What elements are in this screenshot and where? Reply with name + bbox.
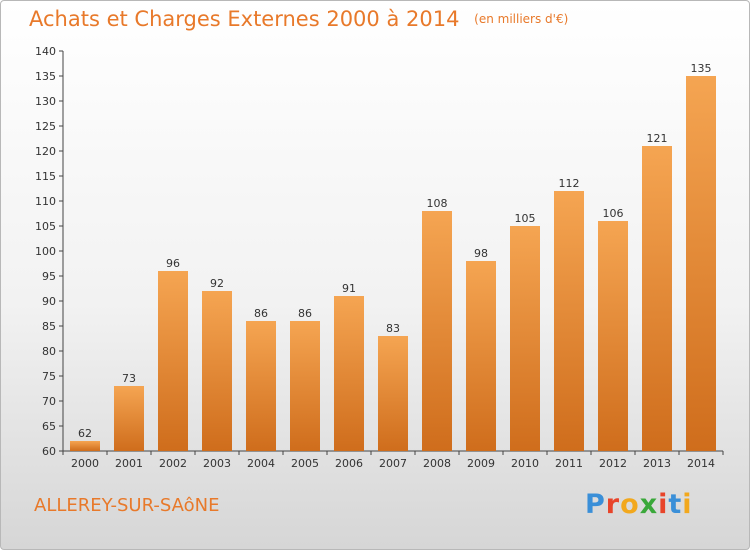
- x-tick-label: 2013: [643, 457, 671, 470]
- x-tick-label: 2007: [379, 457, 407, 470]
- logo-letter: i: [658, 489, 669, 520]
- y-tick-label: 110: [35, 195, 56, 208]
- data-label: 73: [122, 372, 136, 385]
- y-tick-label: 65: [42, 420, 56, 433]
- logo-letter: x: [639, 489, 659, 520]
- y-tick-label: 70: [42, 395, 56, 408]
- y-tick-label: 75: [42, 370, 56, 383]
- logo-letter: o: [620, 489, 640, 520]
- bar: [246, 321, 276, 451]
- data-label: 121: [647, 132, 668, 145]
- data-label: 112: [559, 177, 580, 190]
- data-label: 105: [515, 212, 536, 225]
- data-label: 106: [603, 207, 624, 220]
- bar: [422, 211, 452, 451]
- chart-title: Achats et Charges Externes 2000 à 2014 (…: [29, 7, 568, 31]
- data-label: 135: [691, 62, 712, 75]
- bar: [466, 261, 496, 451]
- y-tick-label: 80: [42, 345, 56, 358]
- y-tick-label: 140: [35, 45, 56, 58]
- y-tick-label: 95: [42, 270, 56, 283]
- x-tick-label: 2012: [599, 457, 627, 470]
- data-label: 83: [386, 322, 400, 335]
- logo-letter: t: [668, 489, 683, 520]
- data-label: 86: [298, 307, 312, 320]
- bar: [510, 226, 540, 451]
- axes: 60 65 70 75 80 85 90 95 100 105 110 115 120 125 130 135…: [35, 45, 724, 470]
- x-tick-label: 2000: [71, 457, 99, 470]
- data-label: 62: [78, 427, 92, 440]
- place-name: ALLEREY-SUR-SAôNE: [34, 495, 220, 516]
- x-tick-label: 2006: [335, 457, 363, 470]
- logo-letter: i: [682, 489, 693, 520]
- x-tick-label: 2011: [555, 457, 583, 470]
- x-tick-label: 2003: [203, 457, 231, 470]
- data-labels: 62 73 96 92 86 86 91 83 108 98 105 112 106 121 135: [78, 62, 712, 440]
- y-tick-label: 100: [35, 245, 56, 258]
- y-tick-label: 120: [35, 145, 56, 158]
- bar: [202, 291, 232, 451]
- data-label: 92: [210, 277, 224, 290]
- x-tick-label: 2009: [467, 457, 495, 470]
- chart-unit: (en milliers d'€): [474, 12, 569, 26]
- chart-title-text: Achats et Charges Externes 2000 à 2014: [29, 7, 460, 31]
- bar: [554, 191, 584, 451]
- bar: [70, 441, 100, 451]
- proxiti-logo: Proxiti: [585, 489, 693, 520]
- data-label: 98: [474, 247, 488, 260]
- bar: [642, 146, 672, 451]
- x-tick-label: 2002: [159, 457, 187, 470]
- x-tick-label: 2014: [687, 457, 715, 470]
- y-tick-label: 90: [42, 295, 56, 308]
- bar: [378, 336, 408, 451]
- y-tick-label: 115: [35, 170, 56, 183]
- data-label: 108: [427, 197, 448, 210]
- bar: [158, 271, 188, 451]
- x-tick-label: 2004: [247, 457, 275, 470]
- y-tick-label: 125: [35, 120, 56, 133]
- y-tick-label: 135: [35, 70, 56, 83]
- bars: [70, 76, 716, 451]
- bar: [290, 321, 320, 451]
- data-label: 91: [342, 282, 356, 295]
- x-tick-label: 2001: [115, 457, 143, 470]
- bar: [114, 386, 144, 451]
- y-tick-label: 130: [35, 95, 56, 108]
- x-tick-label: 2005: [291, 457, 319, 470]
- logo-letter: P: [585, 489, 606, 520]
- y-tick-label: 105: [35, 220, 56, 233]
- x-tick-label: 2010: [511, 457, 539, 470]
- bar: [686, 76, 716, 451]
- y-tick-label: 60: [42, 445, 56, 458]
- bar: [334, 296, 364, 451]
- data-label: 86: [254, 307, 268, 320]
- bar: [598, 221, 628, 451]
- data-label: 96: [166, 257, 180, 270]
- x-tick-label: 2008: [423, 457, 451, 470]
- logo-letter: r: [605, 489, 621, 520]
- y-tick-label: 85: [42, 320, 56, 333]
